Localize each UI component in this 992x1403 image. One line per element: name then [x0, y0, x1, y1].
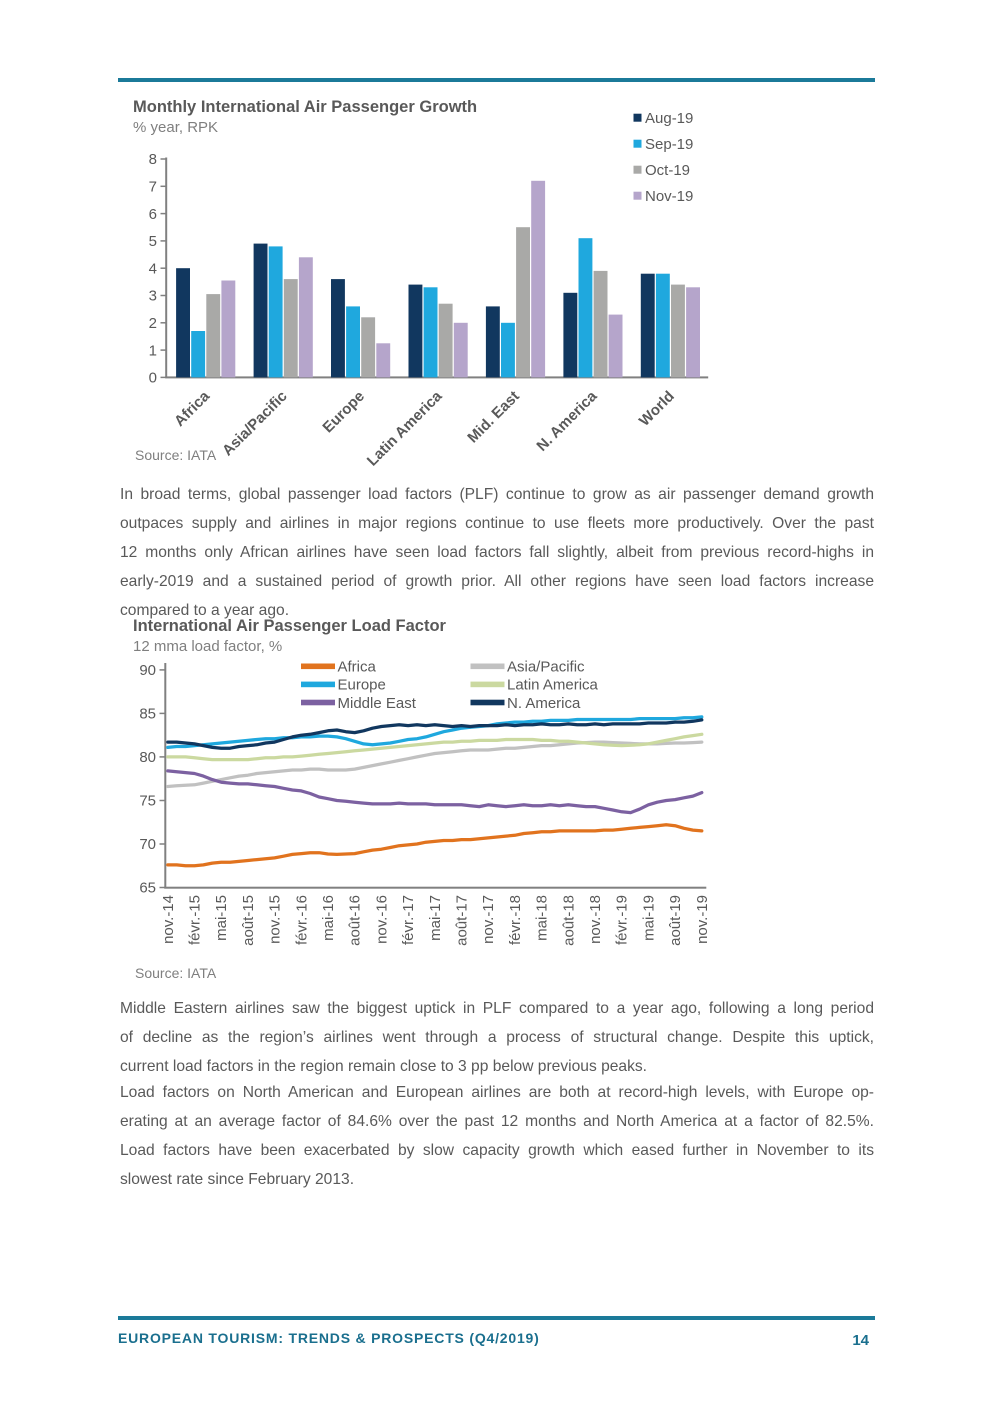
svg-text:World: World	[636, 388, 678, 430]
svg-text:85: 85	[139, 706, 156, 723]
svg-text:févr.-17: févr.-17	[400, 895, 417, 945]
svg-text:nov.-17: nov.-17	[480, 895, 497, 944]
svg-text:août-17: août-17	[454, 895, 471, 946]
svg-text:mai-19: mai-19	[640, 895, 657, 941]
svg-text:1: 1	[149, 342, 157, 359]
svg-text:Mid. East: Mid. East	[464, 388, 523, 447]
svg-text:août-15: août-15	[240, 895, 257, 946]
svg-text:N. America: N. America	[533, 387, 601, 455]
svg-text:Africa: Africa	[171, 387, 214, 430]
svg-text:8: 8	[149, 151, 157, 168]
svg-text:Middle East: Middle East	[338, 695, 417, 712]
svg-text:nov.-14: nov.-14	[160, 895, 177, 944]
svg-text:Oct-19: Oct-19	[645, 162, 690, 179]
svg-text:Asia/Pacific: Asia/Pacific	[507, 659, 585, 676]
svg-text:août-16: août-16	[347, 895, 364, 946]
svg-text:90: 90	[139, 662, 156, 679]
svg-text:N. America: N. America	[507, 695, 581, 712]
svg-text:Latin America: Latin America	[364, 387, 446, 469]
svg-text:Asia/Pacific: Asia/Pacific	[219, 388, 291, 460]
svg-text:5: 5	[149, 233, 157, 250]
svg-text:Europe: Europe	[338, 677, 386, 694]
svg-text:nov.-19: nov.-19	[694, 895, 711, 944]
svg-text:2: 2	[149, 315, 157, 332]
svg-text:févr.-16: févr.-16	[293, 895, 310, 945]
svg-text:Africa: Africa	[338, 659, 377, 676]
svg-text:70: 70	[139, 836, 156, 853]
svg-text:0: 0	[149, 370, 157, 387]
svg-text:4: 4	[149, 260, 157, 277]
svg-text:mai-16: mai-16	[320, 895, 337, 941]
svg-text:3: 3	[149, 288, 157, 305]
svg-text:6: 6	[149, 206, 157, 223]
svg-text:févr.-18: févr.-18	[507, 895, 524, 945]
svg-text:août-19: août-19	[667, 895, 684, 946]
svg-text:mai-17: mai-17	[427, 895, 444, 941]
svg-text:mai-18: mai-18	[534, 895, 551, 941]
svg-text:nov.-15: nov.-15	[267, 895, 284, 944]
svg-text:Europe: Europe	[319, 388, 368, 437]
svg-text:févr.-19: févr.-19	[614, 895, 631, 945]
svg-text:Nov-19: Nov-19	[645, 188, 693, 205]
svg-text:75: 75	[139, 793, 156, 810]
svg-text:Latin America: Latin America	[507, 677, 599, 694]
svg-text:80: 80	[139, 749, 156, 766]
svg-text:7: 7	[149, 179, 157, 196]
svg-text:août-18: août-18	[560, 895, 577, 946]
svg-text:Aug-19: Aug-19	[645, 110, 693, 127]
svg-text:févr.-15: févr.-15	[187, 895, 204, 945]
svg-text:nov.-16: nov.-16	[373, 895, 390, 944]
svg-text:Sep-19: Sep-19	[645, 136, 693, 153]
svg-text:nov.-18: nov.-18	[587, 895, 604, 944]
svg-text:mai-15: mai-15	[213, 895, 230, 941]
svg-text:65: 65	[139, 880, 156, 897]
